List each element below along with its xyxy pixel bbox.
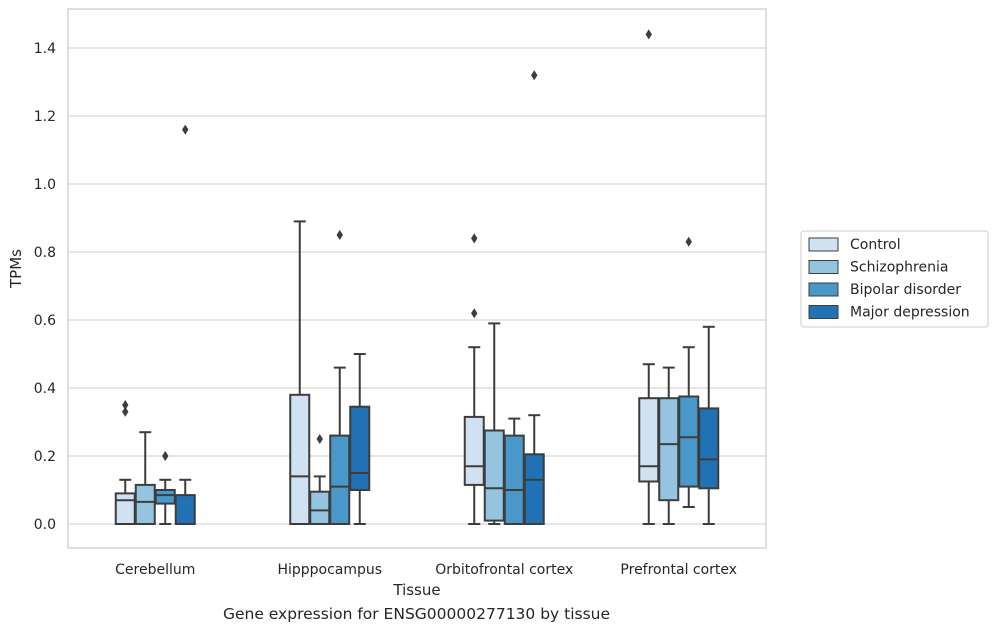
box-0-0	[114, 400, 136, 525]
legend-swatch	[808, 305, 839, 319]
boxes-layer	[114, 29, 720, 526]
outlier-point	[162, 451, 169, 461]
outlier-point	[685, 236, 692, 247]
x-axis-label: Tissue	[392, 581, 440, 599]
box-0-1	[134, 431, 156, 525]
outlier-point	[471, 233, 478, 244]
y-axis-label: TPMs	[7, 249, 25, 289]
y-tick-label: 0.2	[34, 449, 56, 465]
outlier-point	[336, 230, 343, 240]
box-3-0	[638, 29, 660, 525]
outlier-point	[316, 434, 323, 444]
y-tick-label: 0.4	[34, 381, 56, 397]
plot-frame	[67, 8, 767, 549]
box-iqr	[309, 490, 331, 526]
box-2-2	[503, 417, 525, 526]
box-iqr	[483, 429, 505, 522]
legend-label: Schizophrenia	[850, 260, 948, 276]
box-iqr	[463, 415, 485, 486]
outlier-point	[531, 70, 538, 81]
outlier-point	[122, 406, 129, 417]
box-iqr	[114, 492, 136, 525]
figure-caption: Gene expression for ENSG00000277130 by t…	[222, 605, 611, 623]
box-1-0	[289, 220, 311, 525]
legend-label: Bipolar disorder	[850, 282, 961, 298]
legend-swatch	[808, 237, 839, 252]
box-iqr	[678, 395, 700, 488]
box-2-3	[523, 70, 545, 525]
x-tick-label: Prefrontal cortex	[620, 562, 737, 578]
y-tick-label: 1.2	[34, 109, 56, 125]
box-iqr	[698, 407, 720, 490]
box-iqr	[174, 494, 196, 526]
y-tick-label: 0.8	[34, 245, 56, 261]
box-iqr	[349, 405, 371, 492]
legend: Control Schizophrenia Bipolar disorder Majo…	[800, 230, 989, 328]
tick-labels: 0.0 0.2 0.4 0.6 0.8 1.0 1.2 1.4 Cerebellum Hipppo…	[34, 41, 737, 578]
box-1-1	[309, 434, 331, 526]
legend-swatch	[808, 260, 839, 274]
outlier-point	[182, 124, 189, 135]
box-1-2	[329, 230, 351, 526]
box-iqr	[503, 434, 525, 526]
legend-label: Major depression	[850, 305, 970, 321]
box-1-3	[349, 353, 371, 525]
y-tick-label: 1.0	[34, 177, 56, 193]
grid-lines	[68, 47, 766, 525]
x-tick-label: Hipppocampus	[277, 562, 382, 578]
box-iqr	[134, 483, 156, 525]
box-iqr	[638, 397, 660, 483]
x-tick-label: Cerebellum	[115, 562, 195, 578]
box-iqr	[154, 489, 176, 505]
legend-swatch	[808, 282, 839, 297]
box-iqr	[523, 453, 545, 525]
box-3-1	[658, 366, 680, 525]
y-tick-label: 0.0	[34, 517, 56, 533]
legend-box	[800, 230, 989, 328]
y-tick-label: 1.4	[34, 41, 56, 57]
outlier-point	[471, 308, 478, 319]
outlier-point	[645, 29, 652, 40]
box-0-3	[174, 124, 196, 526]
box-3-3	[698, 325, 720, 525]
box-iqr	[289, 393, 311, 525]
box-0-2	[154, 451, 176, 525]
box-iqr	[658, 397, 680, 502]
box-2-0	[463, 233, 485, 525]
box-iqr	[329, 434, 351, 526]
y-tick-label: 0.6	[34, 313, 56, 329]
legend-label: Control	[850, 237, 901, 253]
box-3-2	[678, 236, 700, 508]
outlier-point	[122, 400, 129, 410]
box-2-1	[483, 322, 505, 525]
x-tick-label: Orbitofrontal cortex	[435, 562, 573, 578]
